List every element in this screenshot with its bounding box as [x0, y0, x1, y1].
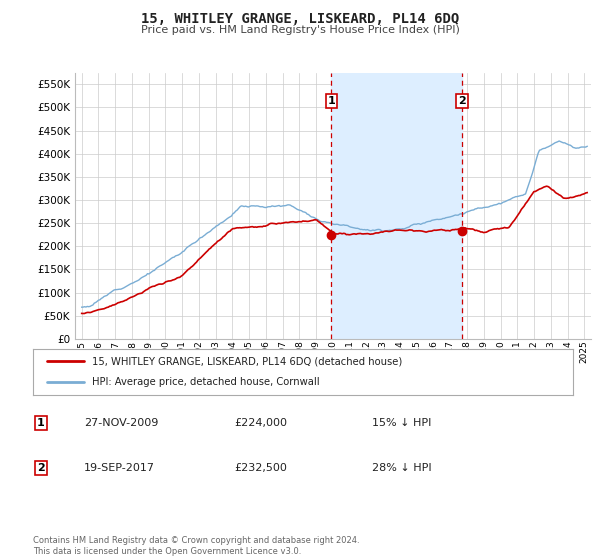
Text: £232,500: £232,500 — [234, 463, 287, 473]
Text: HPI: Average price, detached house, Cornwall: HPI: Average price, detached house, Corn… — [92, 377, 320, 387]
Text: 15, WHITLEY GRANGE, LISKEARD, PL14 6DQ: 15, WHITLEY GRANGE, LISKEARD, PL14 6DQ — [141, 12, 459, 26]
Text: Price paid vs. HM Land Registry's House Price Index (HPI): Price paid vs. HM Land Registry's House … — [140, 25, 460, 35]
Text: £224,000: £224,000 — [234, 418, 287, 428]
Text: Contains HM Land Registry data © Crown copyright and database right 2024.
This d: Contains HM Land Registry data © Crown c… — [33, 536, 359, 556]
Text: 28% ↓ HPI: 28% ↓ HPI — [372, 463, 431, 473]
Text: 1: 1 — [37, 418, 44, 428]
Text: 15, WHITLEY GRANGE, LISKEARD, PL14 6DQ (detached house): 15, WHITLEY GRANGE, LISKEARD, PL14 6DQ (… — [92, 356, 403, 366]
Text: 2: 2 — [37, 463, 44, 473]
Text: 15% ↓ HPI: 15% ↓ HPI — [372, 418, 431, 428]
Text: 1: 1 — [328, 96, 335, 106]
Text: 19-SEP-2017: 19-SEP-2017 — [84, 463, 155, 473]
Text: 27-NOV-2009: 27-NOV-2009 — [84, 418, 158, 428]
Bar — [331, 73, 463, 339]
Text: 2: 2 — [458, 96, 466, 106]
